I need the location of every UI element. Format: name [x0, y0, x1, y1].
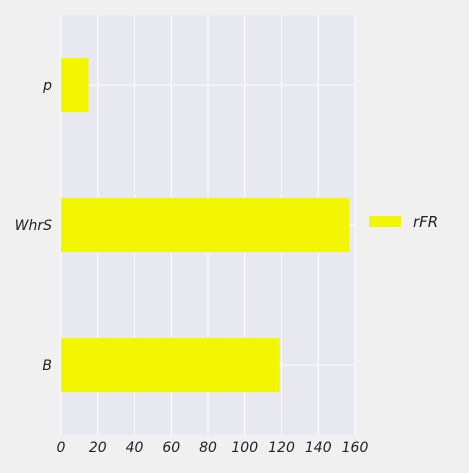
y-axis-ticks: p WhrS B	[15, 78, 52, 374]
legend-label-rfr: rFR	[413, 213, 438, 231]
y-tick-label: WhrS	[15, 218, 52, 234]
x-tick-label: 60	[162, 440, 180, 456]
y-tick-label: B	[42, 358, 52, 374]
legend-swatch-rfr	[369, 216, 401, 227]
legend: rFR	[369, 213, 438, 231]
y-tick-label: p	[42, 78, 52, 94]
x-tick-label: 20	[89, 440, 107, 456]
x-tick-label: 140	[305, 440, 332, 456]
bar-p	[61, 58, 89, 112]
x-tick-label: 40	[126, 440, 144, 456]
bar-b	[61, 338, 280, 392]
bars	[61, 58, 350, 392]
x-tick-label: 120	[268, 440, 295, 456]
x-axis-ticks: 0 20 40 60 80 100 120 140 160	[57, 440, 369, 456]
x-tick-label: 80	[199, 440, 217, 456]
x-tick-label: 0	[57, 440, 66, 456]
x-tick-label: 100	[231, 440, 258, 456]
bar-whrs	[61, 198, 350, 252]
x-tick-label: 160	[342, 440, 369, 456]
